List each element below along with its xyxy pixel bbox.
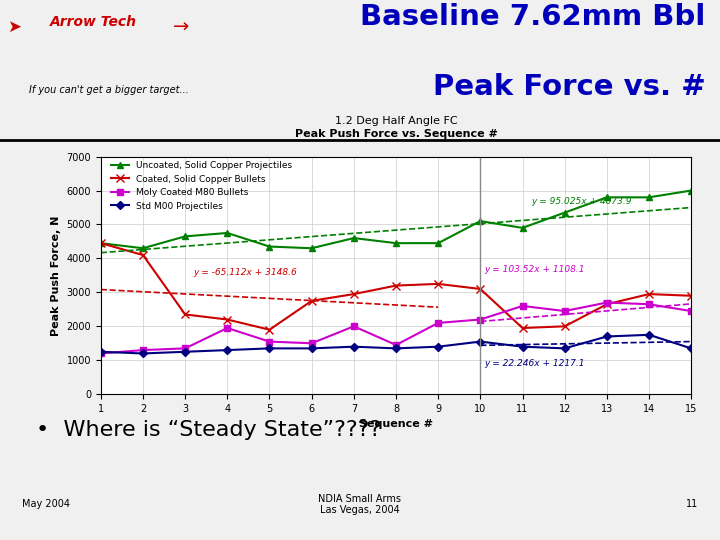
Std M00 Projectiles (181, 348, 189, 355)
Uncoated, Solid Copper Projectiles (307, 245, 316, 252)
Coated, Solid Copper Bullets (476, 286, 485, 292)
Text: y = -65.112x + 3148.6: y = -65.112x + 3148.6 (194, 268, 297, 278)
X-axis label: Sequence #: Sequence # (359, 420, 433, 429)
Coated, Solid Copper Bullets (392, 282, 400, 289)
Coated, Solid Copper Bullets (96, 240, 105, 246)
Text: •  Where is “Steady State”????: • Where is “Steady State”???? (36, 420, 381, 440)
Line: Uncoated, Solid Copper Projectiles: Uncoated, Solid Copper Projectiles (97, 187, 695, 252)
Line: Coated, Solid Copper Bullets: Coated, Solid Copper Bullets (96, 239, 696, 334)
Std M00 Projectiles (96, 348, 105, 355)
Coated, Solid Copper Bullets (687, 293, 696, 299)
Moly Coated M80 Bullets (434, 320, 443, 326)
Text: →: → (173, 17, 189, 37)
Std M00 Projectiles (644, 332, 653, 338)
Moly Coated M80 Bullets (265, 339, 274, 345)
Std M00 Projectiles (518, 343, 527, 350)
Line: Moly Coated M80 Bullets: Moly Coated M80 Bullets (97, 299, 695, 357)
Legend: Uncoated, Solid Copper Projectiles, Coated, Solid Copper Bullets, Moly Coated M8: Uncoated, Solid Copper Projectiles, Coat… (111, 161, 292, 211)
Coated, Solid Copper Bullets (265, 327, 274, 333)
Coated, Solid Copper Bullets (181, 311, 189, 318)
Uncoated, Solid Copper Projectiles (603, 194, 611, 200)
Moly Coated M80 Bullets (476, 316, 485, 323)
Coated, Solid Copper Bullets (518, 325, 527, 331)
Moly Coated M80 Bullets (687, 308, 696, 314)
Text: May 2004: May 2004 (22, 500, 70, 509)
Uncoated, Solid Copper Projectiles (265, 244, 274, 250)
Text: If you can't get a bigger target...: If you can't get a bigger target... (29, 85, 189, 94)
Text: y = 103.52x + 1108.1: y = 103.52x + 1108.1 (485, 265, 585, 274)
Coated, Solid Copper Bullets (139, 252, 148, 258)
Coated, Solid Copper Bullets (434, 281, 443, 287)
Text: Arrow Tech: Arrow Tech (50, 15, 138, 29)
Std M00 Projectiles (307, 345, 316, 352)
Text: y = 95.025x + 4073.9: y = 95.025x + 4073.9 (531, 197, 631, 206)
Uncoated, Solid Copper Projectiles (518, 225, 527, 231)
Std M00 Projectiles (223, 347, 232, 353)
Uncoated, Solid Copper Projectiles (476, 218, 485, 224)
Text: y = 22.246x + 1217.1: y = 22.246x + 1217.1 (485, 359, 585, 368)
Text: Peak Force vs. #: Peak Force vs. # (433, 73, 706, 101)
Uncoated, Solid Copper Projectiles (349, 235, 358, 241)
Std M00 Projectiles (434, 343, 443, 350)
Text: 1.2 Deg Half Angle FC: 1.2 Deg Half Angle FC (335, 116, 457, 126)
Moly Coated M80 Bullets (96, 350, 105, 357)
Uncoated, Solid Copper Projectiles (139, 245, 148, 252)
Text: ➤: ➤ (7, 17, 21, 36)
Uncoated, Solid Copper Projectiles (181, 233, 189, 240)
Uncoated, Solid Copper Projectiles (644, 194, 653, 200)
Moly Coated M80 Bullets (518, 303, 527, 309)
Coated, Solid Copper Bullets (560, 323, 569, 329)
Coated, Solid Copper Bullets (307, 298, 316, 304)
Text: NDIA Small Arms
Las Vegas, 2004: NDIA Small Arms Las Vegas, 2004 (318, 494, 402, 515)
Moly Coated M80 Bullets (644, 301, 653, 307)
Std M00 Projectiles (139, 350, 148, 357)
Std M00 Projectiles (476, 339, 485, 345)
Coated, Solid Copper Bullets (644, 291, 653, 298)
Uncoated, Solid Copper Projectiles (434, 240, 443, 246)
Moly Coated M80 Bullets (392, 342, 400, 348)
Std M00 Projectiles (349, 343, 358, 350)
Std M00 Projectiles (392, 345, 400, 352)
Coated, Solid Copper Bullets (223, 316, 232, 323)
Moly Coated M80 Bullets (307, 340, 316, 347)
Text: Baseline 7.62mm Bbl: Baseline 7.62mm Bbl (360, 3, 706, 31)
Uncoated, Solid Copper Projectiles (223, 230, 232, 236)
Coated, Solid Copper Bullets (603, 301, 611, 307)
Std M00 Projectiles (560, 345, 569, 352)
Moly Coated M80 Bullets (603, 299, 611, 306)
Moly Coated M80 Bullets (349, 323, 358, 329)
Line: Std M00 Projectiles: Std M00 Projectiles (98, 332, 694, 356)
Moly Coated M80 Bullets (139, 347, 148, 353)
Moly Coated M80 Bullets (223, 325, 232, 331)
Uncoated, Solid Copper Projectiles (560, 210, 569, 216)
Text: 11: 11 (686, 500, 698, 509)
Coated, Solid Copper Bullets (349, 291, 358, 298)
Moly Coated M80 Bullets (560, 308, 569, 314)
Uncoated, Solid Copper Projectiles (687, 187, 696, 194)
Uncoated, Solid Copper Projectiles (96, 240, 105, 246)
Y-axis label: Peak Push Force, N: Peak Push Force, N (51, 215, 61, 335)
Std M00 Projectiles (603, 333, 611, 340)
Title: Peak Push Force vs. Sequence #: Peak Push Force vs. Sequence # (294, 129, 498, 139)
Std M00 Projectiles (687, 345, 696, 352)
Std M00 Projectiles (265, 345, 274, 352)
Uncoated, Solid Copper Projectiles (392, 240, 400, 246)
Moly Coated M80 Bullets (181, 345, 189, 352)
